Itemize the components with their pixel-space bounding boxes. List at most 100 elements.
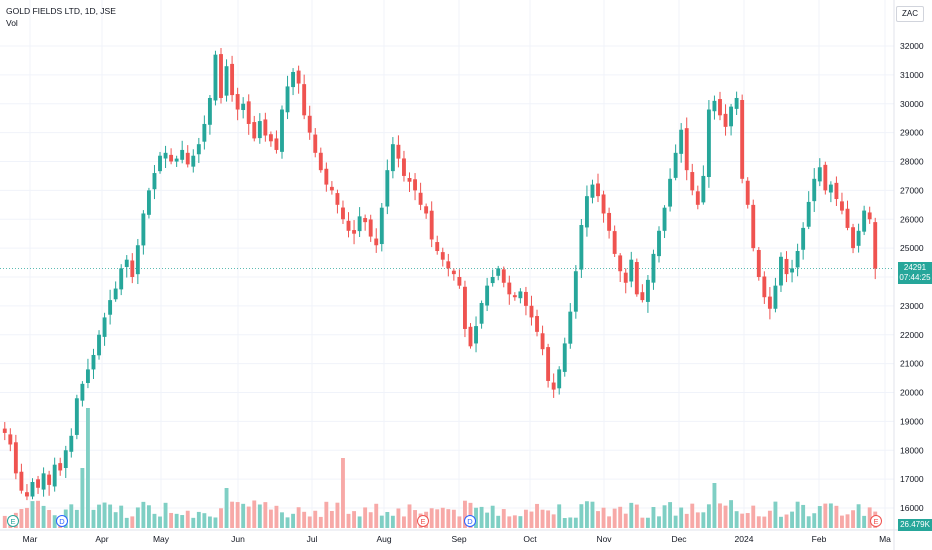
volume-bar (457, 516, 462, 528)
volume-bar (213, 517, 218, 528)
candle-body (812, 178, 817, 202)
candle-body (557, 369, 562, 389)
volume-bar (767, 510, 772, 528)
volume-bar (474, 507, 478, 528)
candle-body (108, 300, 113, 315)
x-tick-label: Apr (95, 534, 108, 544)
candle-body (230, 63, 235, 96)
volume-bar (645, 517, 650, 528)
candle-body (324, 168, 329, 185)
x-tick-label: Feb (812, 534, 827, 544)
candle-body (668, 178, 673, 207)
candle-body (834, 182, 839, 200)
volume-bar (634, 504, 639, 528)
candle-body (141, 213, 146, 246)
volume-bar (313, 510, 318, 528)
candle-body (806, 201, 811, 227)
volume-bar (402, 516, 406, 528)
volume-bar (119, 505, 124, 528)
candle-body (74, 398, 79, 435)
candle-body (357, 216, 362, 232)
volume-bar (823, 503, 828, 528)
volume-bar (623, 513, 628, 528)
candle-body (468, 326, 473, 347)
volume-bar (579, 504, 584, 528)
volume-bar (235, 502, 240, 528)
volume-bar (263, 502, 268, 528)
volume-bar (745, 513, 750, 528)
candle-body (407, 178, 412, 182)
volume-bar (324, 501, 329, 528)
x-tick-label: Aug (376, 534, 391, 544)
candle-body (413, 179, 417, 191)
volume-bar (862, 515, 867, 528)
volume-bar (551, 514, 556, 528)
candle-body (152, 173, 157, 190)
y-tick-label: 21000 (900, 359, 924, 369)
volume-bar (97, 504, 101, 528)
candle-body (97, 334, 101, 356)
volume-bar (257, 504, 262, 528)
candle-body (263, 119, 268, 136)
candle-body (718, 99, 722, 116)
candle-body (91, 354, 96, 370)
candle-body (734, 97, 739, 109)
candle-body (329, 186, 334, 191)
candle-body (701, 175, 706, 203)
event-marker-label: D (59, 517, 65, 526)
candle-body (612, 231, 617, 254)
candle-body (790, 268, 795, 273)
candle-body (390, 144, 395, 172)
volume-bar (490, 505, 495, 528)
candle-body (291, 71, 296, 88)
x-tick-label: May (153, 534, 170, 544)
volume-bar (507, 516, 512, 528)
volume-bar (601, 507, 606, 528)
volume-bar (80, 468, 85, 528)
candle-body (402, 158, 406, 176)
volume-bar (828, 503, 833, 528)
volume-bar (224, 488, 229, 528)
volume-bar (718, 503, 722, 528)
candle-body (618, 255, 623, 272)
event-marker-label: E (420, 517, 425, 526)
volume-bar (291, 513, 296, 528)
event-marker (870, 515, 882, 527)
candle-body (657, 230, 661, 257)
candle-body (69, 435, 74, 452)
candle-body (8, 434, 13, 445)
currency-badge[interactable]: ZAC (896, 6, 924, 22)
y-tick-label: 18000 (900, 445, 924, 455)
volume-bar (285, 517, 290, 528)
volume-bar (723, 505, 728, 528)
x-tick-label: Oct (523, 534, 537, 544)
volume-bar (762, 516, 767, 528)
candle-body (507, 282, 512, 295)
volume-bar (191, 517, 196, 528)
y-tick-label: 28000 (900, 157, 924, 167)
candle-body (695, 191, 700, 205)
volume-bar (230, 501, 235, 528)
y-tick-label: 23000 (900, 301, 924, 311)
event-marker-label: D (467, 517, 473, 526)
candle-body (573, 271, 578, 312)
volume-bar (684, 513, 689, 528)
volume-bar (640, 517, 645, 528)
candle-body (518, 291, 523, 299)
candle-body (629, 259, 634, 282)
candle-body (424, 206, 429, 214)
volume-bar (280, 512, 284, 528)
volume-bar (690, 503, 695, 528)
candle-body (85, 369, 90, 383)
candle-body (662, 207, 667, 231)
candle-body (47, 474, 52, 485)
volume-bar (451, 509, 456, 528)
volume-bar (368, 512, 373, 528)
candle-body (535, 316, 539, 332)
volume-bar (584, 501, 589, 528)
x-tick-label: Dec (671, 534, 687, 544)
candle-body (851, 227, 855, 249)
volume-bar (108, 504, 113, 528)
